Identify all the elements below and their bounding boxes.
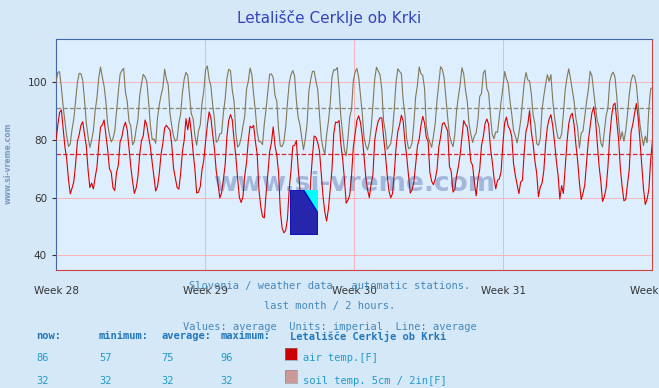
- Text: Week 28: Week 28: [34, 286, 78, 296]
- Text: 32: 32: [221, 376, 233, 386]
- Text: Week 31: Week 31: [481, 286, 526, 296]
- Text: average:: average:: [161, 331, 212, 341]
- Text: now:: now:: [36, 331, 61, 341]
- Text: Week 29: Week 29: [183, 286, 227, 296]
- Text: Letališče Cerklje ob Krki: Letališče Cerklje ob Krki: [237, 10, 422, 26]
- Text: 96: 96: [221, 353, 233, 363]
- Polygon shape: [290, 190, 318, 235]
- Text: maximum:: maximum:: [221, 331, 271, 341]
- Polygon shape: [304, 190, 318, 213]
- Text: soil temp. 5cm / 2in[F]: soil temp. 5cm / 2in[F]: [303, 376, 447, 386]
- Text: 32: 32: [161, 376, 174, 386]
- Text: Week 30: Week 30: [331, 286, 377, 296]
- Text: www.si-vreme.com: www.si-vreme.com: [4, 122, 13, 204]
- Text: Week 32: Week 32: [630, 286, 659, 296]
- Text: 32: 32: [36, 376, 49, 386]
- Text: Values: average  Units: imperial  Line: average: Values: average Units: imperial Line: av…: [183, 322, 476, 332]
- Text: 57: 57: [99, 353, 111, 363]
- Text: last month / 2 hours.: last month / 2 hours.: [264, 301, 395, 312]
- Text: Letališče Cerklje ob Krki: Letališče Cerklje ob Krki: [290, 331, 446, 341]
- Text: minimum:: minimum:: [99, 331, 149, 341]
- Text: www.si-vreme.com: www.si-vreme.com: [213, 171, 496, 197]
- Text: 75: 75: [161, 353, 174, 363]
- Text: 86: 86: [36, 353, 49, 363]
- Text: 32: 32: [99, 376, 111, 386]
- Text: Slovenia / weather data - automatic stations.: Slovenia / weather data - automatic stat…: [189, 281, 470, 291]
- Text: air temp.[F]: air temp.[F]: [303, 353, 378, 363]
